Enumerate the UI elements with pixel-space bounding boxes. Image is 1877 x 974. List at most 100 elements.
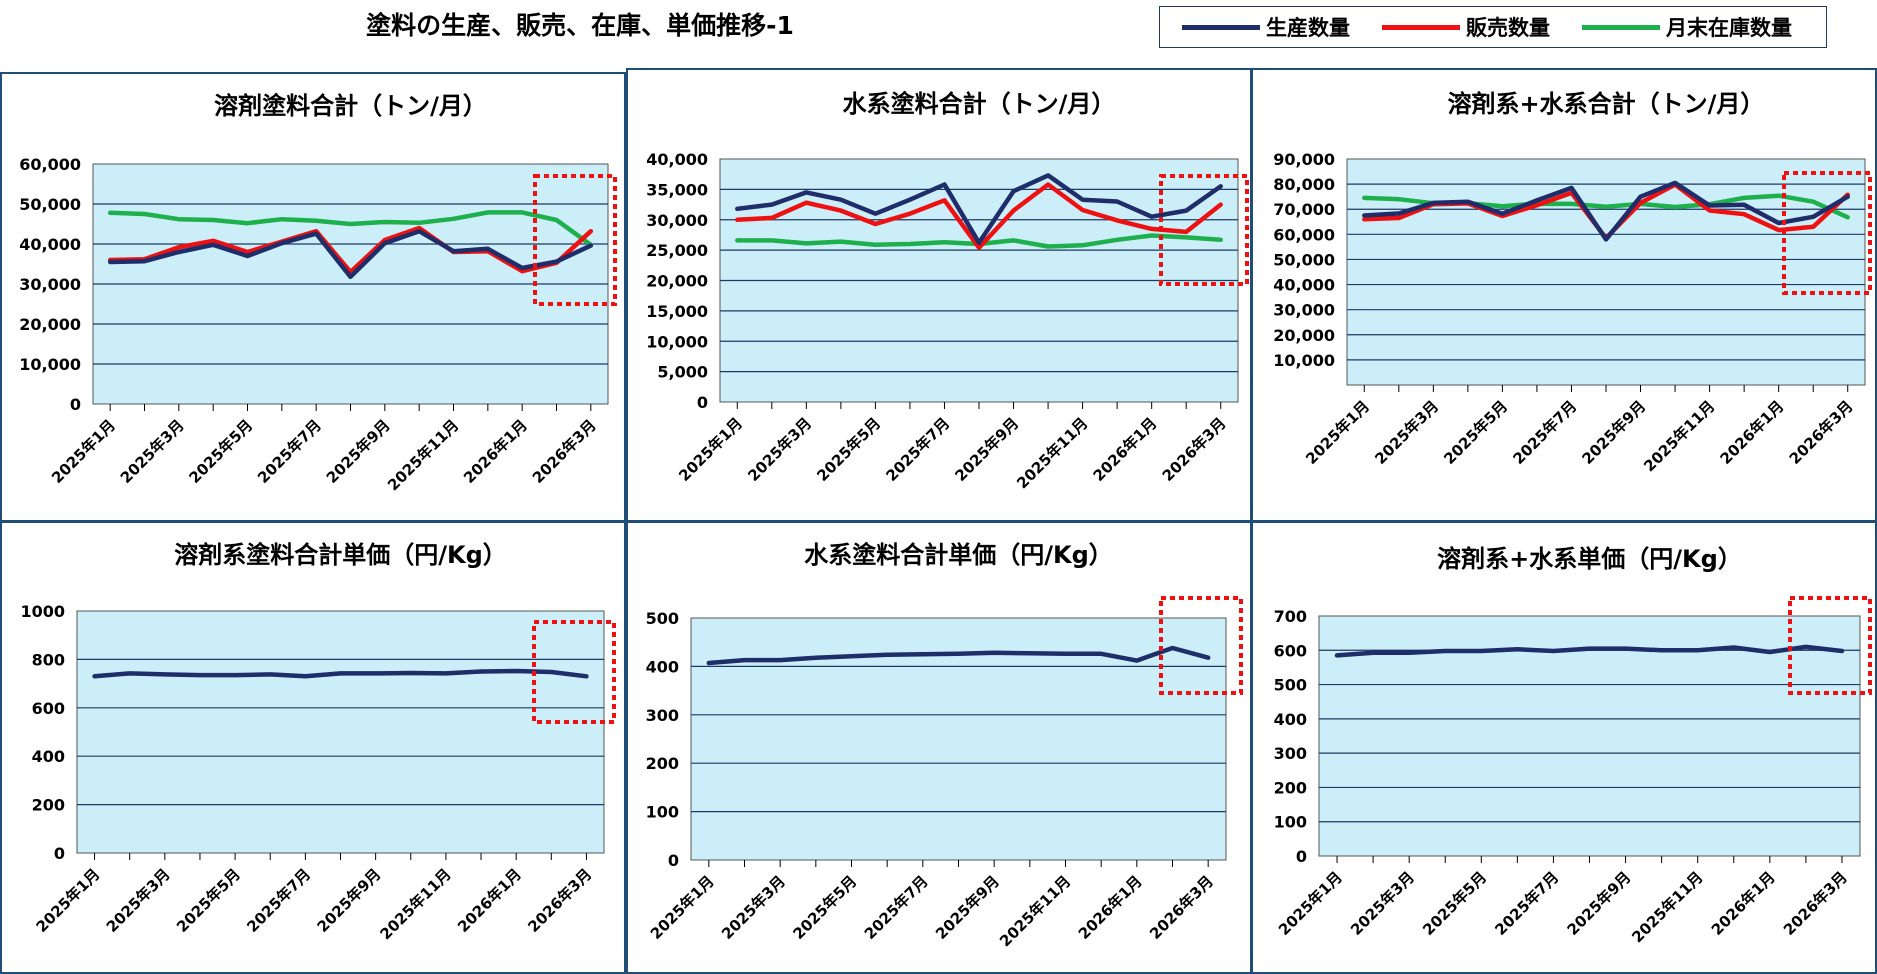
x-tick-label: 2026年3月 <box>1159 414 1230 485</box>
legend-swatch-production <box>1182 24 1260 30</box>
y-tick-label: 1000 <box>20 602 65 621</box>
legend-item-production: 生産数量 <box>1182 7 1350 47</box>
x-tick-label: 2025年11月 <box>384 416 462 494</box>
x-tick-label: 2025年5月 <box>789 872 860 943</box>
x-tick-label: 2026年1月 <box>1090 414 1161 485</box>
x-tick-label: 2025年5月 <box>813 414 884 485</box>
chart-panel-total-volume: 溶剤系+水系合計（トン/月） 90,000 80,000 70,000 60,000 50… <box>1251 68 1877 522</box>
highlight-box <box>1159 174 1249 286</box>
x-tick-label: 2025年1月 <box>1302 397 1373 468</box>
x-tick-label: 2025年7月 <box>254 416 325 487</box>
plot-area <box>1318 615 1861 857</box>
y-tick-label: 70,000 <box>1273 200 1335 219</box>
x-tick-label: 2025年7月 <box>1491 868 1562 939</box>
legend-label-production: 生産数量 <box>1266 16 1350 40</box>
x-tick-label: 2025年3月 <box>117 416 188 487</box>
y-tick-label: 10,000 <box>1273 351 1335 370</box>
x-tick-label: 2025年11月 <box>1013 414 1091 492</box>
y-tick-label: 40,000 <box>1273 276 1335 295</box>
x-tick-label: 2026年1月 <box>460 416 531 487</box>
series-line-販売数量 <box>107 225 594 275</box>
y-tick-label: 10,000 <box>19 355 81 374</box>
legend-swatch-inventory <box>1582 24 1660 30</box>
x-tick-label: 2025年1月 <box>33 865 104 936</box>
y-tick-label: 400 <box>646 657 679 676</box>
x-tick-label: 2025年3月 <box>1347 868 1418 939</box>
chart-title: 水系塗料合計単価（円/Kg） <box>804 541 1113 569</box>
x-tick-label: 2025年11月 <box>996 872 1074 950</box>
y-tick-label: 600 <box>1274 641 1307 660</box>
chart-panel-water-volume: 水系塗料合計（トン/月） 40,000 35,000 30,000 25,000 20,0… <box>626 68 1252 522</box>
plot-area <box>1346 158 1866 386</box>
y-tick-label: 200 <box>1274 778 1307 797</box>
x-tick-label: 2025年3月 <box>744 414 815 485</box>
chart-svg: 溶剤塗料合計（トン/月） 60,000 50,000 40,000 30,000 20,0… <box>19 92 617 494</box>
x-tick-label: 2026年1月 <box>1717 397 1788 468</box>
x-tick-label: 2026年3月 <box>529 416 600 487</box>
y-tick-label: 100 <box>646 803 679 822</box>
x-tick-label: 2025年1月 <box>647 872 718 943</box>
x-tick-label: 2025年11月 <box>1628 868 1706 946</box>
x-tick-label: 2026年1月 <box>454 865 525 936</box>
y-tick-label: 0 <box>697 393 708 412</box>
series-line-単価 <box>1334 644 1845 658</box>
y-tick-label: 30,000 <box>1273 301 1335 320</box>
highlight-box <box>533 174 617 306</box>
x-tick-label: 2026年3月 <box>524 865 595 936</box>
y-tick-label: 800 <box>32 650 65 669</box>
y-tick-label: 10,000 <box>646 332 708 351</box>
chart-title: 水系塗料合計（トン/月） <box>843 90 1116 118</box>
chart-panel-total-price: 溶剤系+水系単価（円/Kg） 700 600 500 400 300 200 100 0 2025… <box>1251 521 1877 974</box>
y-tick-label: 50,000 <box>19 195 81 214</box>
y-tick-label: 20,000 <box>646 272 708 291</box>
x-tick-label: 2025年3月 <box>103 865 174 936</box>
chart-panel-water-price: 水系塗料合計単価（円/Kg） 500 400 300 200 100 0 2025年1月 202… <box>626 521 1252 974</box>
y-tick-label: 400 <box>32 747 65 766</box>
chart-svg: 溶剤系+水系合計（トン/月） 90,000 80,000 70,000 60,000 50… <box>1273 90 1872 475</box>
x-tick-label: 2025年7月 <box>243 865 314 936</box>
x-tick-label: 2025年1月 <box>675 414 746 485</box>
x-tick-label: 2025年9月 <box>323 416 394 487</box>
y-tick-label: 0 <box>70 395 81 414</box>
y-tick-label: 400 <box>1274 710 1307 729</box>
y-tick-label: 30,000 <box>19 275 81 294</box>
x-tick-label: 2025年5月 <box>185 416 256 487</box>
y-tick-label: 20,000 <box>19 315 81 334</box>
y-tick-label: 40,000 <box>646 150 708 169</box>
chart-svg: 溶剤系+水系単価（円/Kg） 700 600 500 400 300 200 100 0 2025… <box>1274 545 1872 946</box>
y-tick-label: 60,000 <box>19 155 81 174</box>
y-tick-label: 5,000 <box>657 363 708 382</box>
chart-panel-solvent-price: 溶剤系塗料合計単価（円/Kg） 1000 800 600 400 200 0 2025年1月 2… <box>0 521 626 974</box>
y-tick-label: 50,000 <box>1273 250 1335 269</box>
y-tick-label: 15,000 <box>646 302 708 321</box>
chart-title: 溶剤系+水系単価（円/Kg） <box>1437 545 1742 573</box>
x-tick-label: 2026年3月 <box>1146 872 1217 943</box>
chart-title: 溶剤系+水系合計（トン/月） <box>1448 90 1765 118</box>
x-tick-label: 2025年1月 <box>1275 868 1346 939</box>
x-tick-label: 2025年11月 <box>1640 397 1718 475</box>
legend-label-sales: 販売数量 <box>1466 16 1550 40</box>
highlight-box <box>532 620 616 724</box>
x-tick-label: 2026年3月 <box>1786 397 1857 468</box>
y-tick-label: 90,000 <box>1273 150 1335 169</box>
chart-svg: 水系塗料合計（トン/月） 40,000 35,000 30,000 25,000 20,0… <box>646 90 1249 492</box>
x-tick-label: 2025年3月 <box>1371 397 1442 468</box>
x-tick-label: 2025年9月 <box>1579 397 1650 468</box>
y-tick-label: 200 <box>32 796 65 815</box>
y-tick-label: 20,000 <box>1273 326 1335 345</box>
chart-title: 溶剤塗料合計（トン/月） <box>214 92 487 120</box>
y-tick-label: 0 <box>1296 847 1307 866</box>
series-line-生産数量 <box>735 173 1223 246</box>
y-tick-label: 0 <box>54 844 65 863</box>
y-tick-label: 700 <box>1274 607 1307 626</box>
x-tick-label: 2025年11月 <box>377 865 455 943</box>
series-line-生産数量 <box>107 228 594 280</box>
highlight-box <box>1782 171 1872 295</box>
legend-item-sales: 販売数量 <box>1382 7 1550 47</box>
series-line-単価 <box>706 645 1211 666</box>
x-tick-label: 2026年1月 <box>1708 868 1779 939</box>
x-tick-label: 2025年5月 <box>1419 868 1490 939</box>
x-tick-label: 2026年3月 <box>1780 868 1851 939</box>
